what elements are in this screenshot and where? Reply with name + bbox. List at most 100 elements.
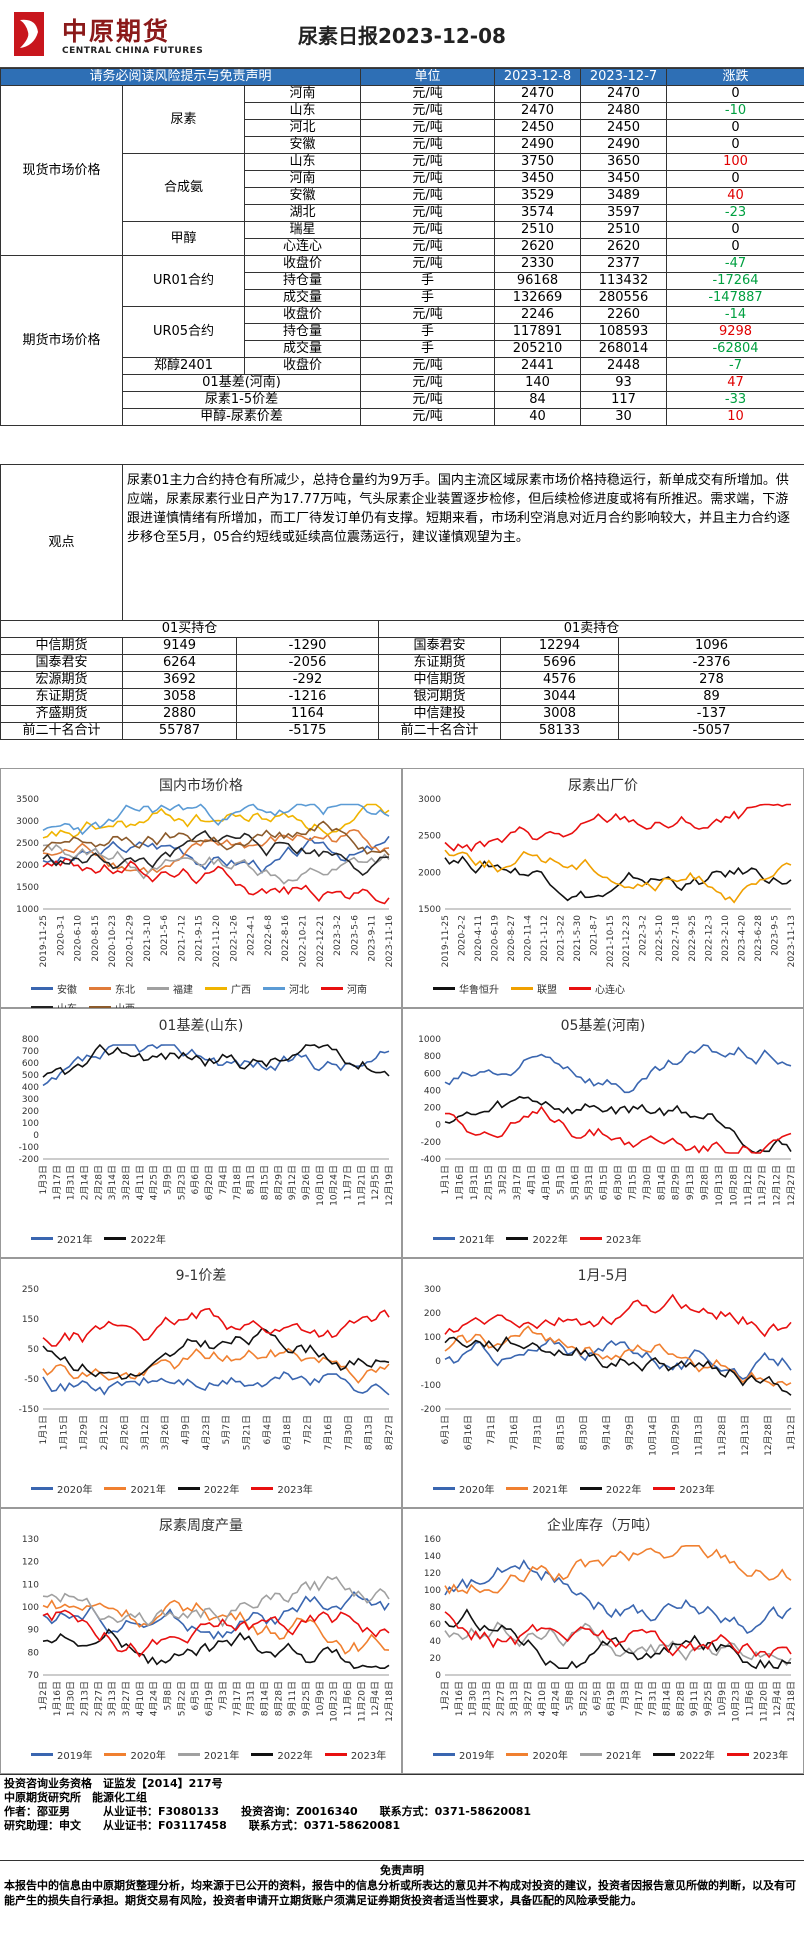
section-label: 期货市场价格 [0, 255, 123, 426]
positions-cell: 2880 [122, 705, 237, 723]
y-tick-label: 130 [22, 1535, 39, 1545]
x-tick-label: 2021-1-12 [540, 915, 550, 962]
legend-label: 2019年 [57, 1751, 93, 1762]
positions-cell: 前二十名合计 [378, 722, 502, 740]
legend-swatch-icon [324, 1753, 347, 1756]
y-tick-label: 0 [33, 1131, 39, 1141]
table-cell: 甲醇-尿素价差 [121, 408, 362, 426]
y-tick-label: 120 [424, 1569, 441, 1579]
x-tick-label: 2021-5-30 [573, 915, 583, 962]
table-cell: 01基差(河南) [121, 374, 362, 392]
chart-legend: 2020年 2021年 2022年 2023年 [31, 1481, 393, 1496]
change-cell: 0 [666, 85, 804, 103]
table-cell: 元/吨 [360, 136, 496, 154]
x-tick-label: 2023-2-10 [721, 915, 731, 962]
y-tick-label: 200 [22, 1107, 39, 1117]
legend-label: 2022年 [605, 1485, 642, 1496]
legend-item: 2020年 [433, 1481, 494, 1496]
change-cell: 0 [666, 221, 804, 239]
x-tick-label: 7月30日 [642, 1165, 653, 1200]
x-tick-label: 2020-11-4 [523, 915, 533, 962]
y-tick-label: -400 [421, 1155, 442, 1165]
report-title: 尿素日报2023-12-08 [298, 24, 506, 48]
series-line [42, 829, 390, 877]
x-tick-label: 1月30日 [66, 1681, 77, 1716]
x-tick-label: 4月1日 [527, 1165, 538, 1194]
series-line [42, 1043, 390, 1078]
x-tick-label: 2022-3-2 [639, 915, 649, 956]
x-tick-label: 1月15日 [58, 1415, 69, 1450]
y-tick-label: 0 [435, 1671, 441, 1681]
y-tick-label: -150 [19, 1405, 40, 1415]
table-cell: 205210 [494, 340, 582, 358]
y-tick-label: 1000 [16, 905, 39, 915]
positions-row: 东证期货 3058 -1216 银河期货 3044 89 [0, 688, 804, 706]
x-tick-label: 12月12日 [772, 1165, 783, 1206]
x-tick-label: 4月10日 [135, 1681, 146, 1716]
x-tick-label: 2022-9-25 [688, 915, 698, 962]
positions-cell: -1216 [235, 688, 380, 706]
y-tick-label: 120 [22, 1558, 39, 1568]
positions-cell: 东证期货 [378, 654, 502, 672]
table-cell: 元/吨 [360, 374, 496, 392]
legend-swatch-icon [205, 987, 227, 990]
x-tick-label: 2022-7-18 [672, 915, 682, 962]
table-cell: 3597 [580, 204, 668, 222]
table-cell: 山东 [243, 102, 362, 120]
observation-label: 观点 [0, 464, 123, 621]
x-tick-label: 8月13日 [364, 1415, 375, 1450]
x-tick-label: 7月31日 [648, 1681, 659, 1716]
table-cell: 2510 [580, 221, 668, 239]
x-tick-label: 1月16日 [454, 1165, 465, 1200]
positions-cell: 3692 [122, 671, 237, 689]
table-cell: 安徽 [243, 136, 362, 154]
author-info: 投资咨询业务资格 证监发【2014】217号 中原期货研究所 能源化工组 作者：… [0, 1774, 804, 1833]
table-cell: 河南 [243, 85, 362, 103]
x-tick-label: 2022-4-1 [247, 915, 257, 956]
y-tick-label: 2500 [16, 839, 39, 849]
table-cell: 元/吨 [360, 187, 496, 205]
positions-cell: 银河期货 [378, 688, 502, 706]
table-cell: 2377 [580, 255, 668, 273]
change-cell: 100 [666, 153, 804, 171]
x-tick-label: 1月2日 [38, 1681, 49, 1710]
table-cell: 2450 [494, 119, 582, 137]
x-tick-label: 6月19日 [204, 1681, 215, 1716]
x-tick-label: 8月28日 [273, 1681, 284, 1716]
x-tick-label: 9月25日 [703, 1681, 714, 1716]
observation-table: 观点 尿素01主力合约持仓有所减少，总持仓量约为9万手。国内主流区域尿素市场价格… [0, 464, 804, 621]
legend-item: 2023年 [324, 1747, 386, 1762]
series-line [42, 1347, 390, 1384]
table-row: 河北 元/吨 2450 2450 0 [1, 119, 804, 137]
legend-swatch-icon [177, 1487, 200, 1490]
disclaimer: 免责声明 本报告中的信息由中原期货整理分析，均来源于已公开的资料，报告中的信息分… [0, 1860, 804, 1908]
change-cell: 0 [666, 170, 804, 188]
change-cell: -23 [666, 204, 804, 222]
series-line [42, 828, 390, 875]
x-tick-label: 11月20日 [356, 1681, 367, 1722]
y-tick-label: 500 [22, 1071, 39, 1081]
x-tick-label: 2019-11-25 [441, 915, 451, 967]
y-tick-label: 50 [28, 1345, 40, 1355]
legend-swatch-icon [579, 1487, 602, 1490]
x-tick-label: 8月27日 [384, 1415, 395, 1450]
table-cell: 96168 [494, 272, 582, 290]
x-tick-label: 10月14日 [648, 1415, 659, 1456]
legend-item: 2021年 [506, 1481, 568, 1496]
legend-item: 2020年 [31, 1481, 92, 1496]
y-tick-label: 600 [22, 1059, 39, 1069]
x-tick-label: 2021-3-10 [143, 915, 153, 962]
table-cell: 湖北 [243, 204, 362, 222]
table-cell: 收盘价 [243, 357, 362, 375]
legend-label: 2019年 [459, 1751, 495, 1762]
x-tick-label: 3月27日 [523, 1681, 534, 1716]
series-line [42, 1371, 390, 1396]
x-tick-label: 2023-11-16 [385, 915, 395, 968]
legend-swatch-icon [433, 987, 455, 990]
x-tick-label: 2月13日 [80, 1681, 91, 1716]
legend-swatch-icon [506, 1753, 529, 1756]
chart-c1: 国内市场价格 3500 3000 2500 2000 1500 1000 2019-11-25… [0, 768, 402, 1015]
x-tick-label: 8月28日 [675, 1681, 686, 1716]
chart-legend: 2020年 2021年 2022年 2023年 [433, 1481, 795, 1496]
legend-swatch-icon [433, 1753, 455, 1756]
